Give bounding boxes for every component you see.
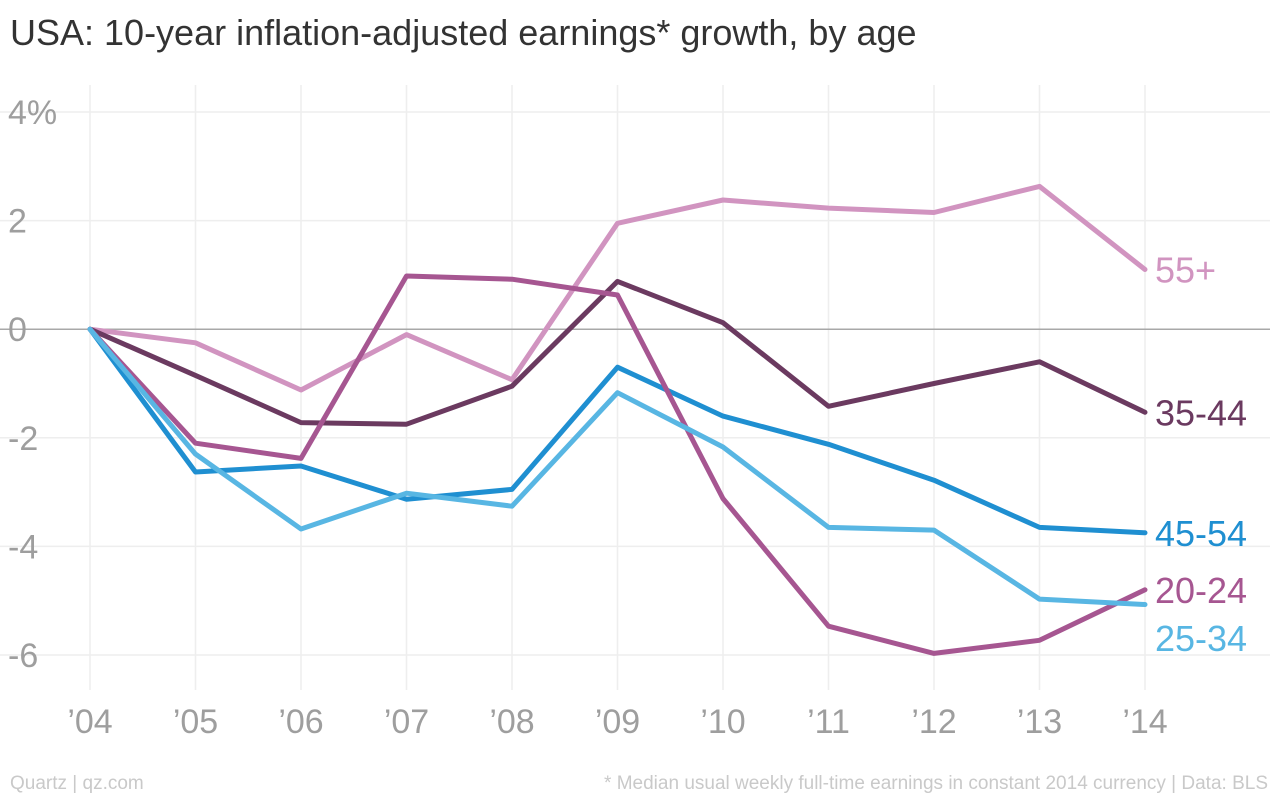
series-label: 25-34 bbox=[1155, 618, 1247, 659]
series-label-layer: 55+ 35-44 45-54 20-24 25-34 bbox=[1155, 249, 1247, 658]
x-tick-label: ’14 bbox=[1122, 703, 1167, 741]
x-tick-label: ’04 bbox=[67, 703, 112, 741]
tick-layer: 4% 2 0 -2 -4 -6 ’04 ’05 ’06 ’07 ’08 ’09 ’10 ’11 ’12 ’13… bbox=[8, 94, 1168, 741]
y-tick-label: -2 bbox=[8, 420, 38, 458]
series-line bbox=[87, 278, 1148, 427]
x-tick-label: ’08 bbox=[489, 703, 534, 741]
y-tick-label: 2 bbox=[8, 203, 27, 241]
x-tick-label: ’09 bbox=[595, 703, 640, 741]
x-tick-label: ’07 bbox=[384, 703, 429, 741]
series-label: 20-24 bbox=[1155, 570, 1247, 611]
source-credit: Quartz | qz.com bbox=[10, 773, 144, 794]
series-label: 55+ bbox=[1155, 249, 1216, 290]
footnote: * Median usual weekly full-time earnings… bbox=[604, 773, 1268, 794]
y-tick-label: 0 bbox=[8, 311, 27, 349]
series-layer bbox=[87, 183, 1148, 656]
x-tick-label: ’05 bbox=[173, 703, 218, 741]
series-line bbox=[87, 326, 1148, 607]
y-tick-label: 4% bbox=[8, 94, 57, 132]
y-tick-label: -4 bbox=[8, 528, 38, 566]
series-line bbox=[87, 326, 1148, 536]
series-label: 35-44 bbox=[1155, 392, 1247, 433]
series-line bbox=[87, 183, 1148, 393]
x-tick-label: ’06 bbox=[278, 703, 323, 741]
series-line bbox=[87, 273, 1148, 656]
x-tick-label: ’11 bbox=[807, 703, 850, 741]
x-tick-label: ’10 bbox=[700, 703, 745, 741]
y-tick-label: -6 bbox=[8, 637, 38, 675]
chart-title: USA: 10-year inflation-adjusted earnings… bbox=[10, 12, 917, 53]
x-tick-label: ’12 bbox=[911, 703, 956, 741]
series-label: 45-54 bbox=[1155, 513, 1247, 554]
x-tick-label: ’13 bbox=[1017, 703, 1062, 741]
